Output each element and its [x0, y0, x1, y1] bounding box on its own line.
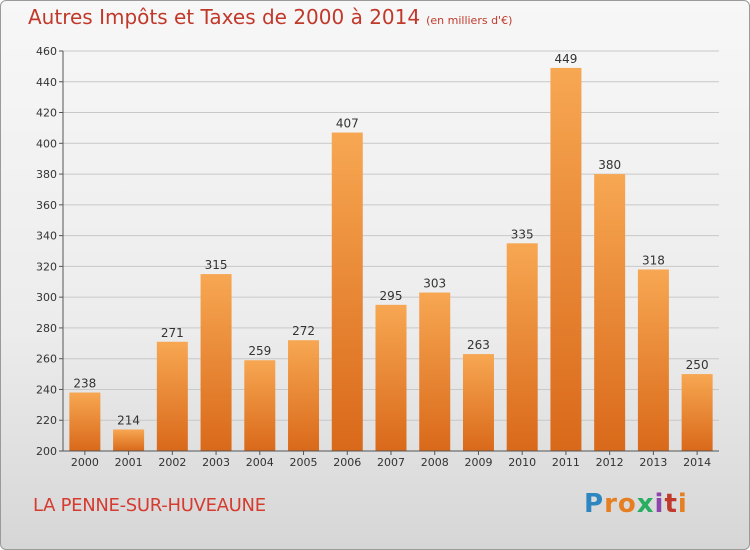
x-tick-label-2012: 2012 [596, 456, 624, 469]
bar-2006 [331, 132, 363, 452]
data-label-2008: 303 [423, 277, 446, 291]
x-tick-label-2010: 2010 [508, 456, 536, 469]
data-label-2012: 380 [598, 158, 621, 172]
logo-letter: x [636, 489, 655, 519]
data-label-2001: 214 [117, 413, 140, 427]
bar-2007 [375, 304, 407, 451]
data-label-2003: 315 [205, 258, 228, 272]
y-tick-label: 280 [36, 322, 57, 335]
y-tick-label: 360 [36, 199, 57, 212]
bar-2004 [244, 360, 276, 451]
y-tick-label: 340 [36, 230, 57, 243]
proxiti-logo: Proxiti [584, 489, 688, 519]
bar-2008 [419, 292, 451, 451]
data-label-2007: 295 [380, 289, 403, 303]
x-tick-label-2001: 2001 [115, 456, 143, 469]
logo-letter: i [677, 489, 688, 519]
bar-2012 [594, 174, 626, 452]
x-tick-label-2013: 2013 [639, 456, 667, 469]
commune-name: LA PENNE-SUR-HUVEAUNE [33, 495, 266, 516]
x-tick-label-2002: 2002 [158, 456, 186, 469]
data-label-2000: 238 [73, 377, 96, 391]
x-tick-label-2007: 2007 [377, 456, 405, 469]
chart-title-text: Autres Impôts et Taxes de 2000 à 2014 [28, 5, 421, 29]
bar-2014 [681, 374, 713, 451]
x-tick-label-2000: 2000 [71, 456, 99, 469]
x-axis: 2000 2001 2002 2003 2004 2005 2006 2007 2008 2009… [63, 450, 719, 469]
bars: 238 214 271 315 259 272 407 295 303 263 335 449 380 3… [69, 52, 713, 452]
y-tick-label: 240 [36, 383, 57, 396]
data-label-2011: 449 [554, 52, 577, 66]
data-label-2013: 318 [642, 253, 665, 267]
y-tick-label: 420 [36, 107, 57, 120]
x-tick-label-2005: 2005 [290, 456, 318, 469]
y-tick-label: 220 [36, 414, 57, 427]
y-tick-label: 200 [36, 445, 57, 458]
data-label-2009: 263 [467, 338, 490, 352]
logo-letter: P [584, 489, 605, 519]
x-tick-label-2011: 2011 [552, 456, 580, 469]
data-label-2006: 407 [336, 117, 359, 131]
logo-letter: i [654, 489, 665, 519]
x-tick-label-2008: 2008 [421, 456, 449, 469]
logo-letter: t [664, 489, 678, 519]
y-tick-label: 320 [36, 260, 57, 273]
data-label-2010: 335 [511, 227, 534, 241]
y-tick-label: 380 [36, 168, 57, 181]
y-tick-label: 400 [36, 137, 57, 150]
chart-title: Autres Impôts et Taxes de 2000 à 2014 (en… [28, 5, 512, 29]
x-tick-label-2006: 2006 [333, 456, 361, 469]
bar-2005 [288, 340, 320, 451]
bar-2011 [550, 67, 582, 451]
bar-2010 [506, 243, 538, 451]
bar-2000 [69, 392, 101, 451]
y-tick-label: 440 [36, 76, 57, 89]
y-tick-label: 460 [36, 45, 57, 58]
y-axis: 200 220 240 260 280 300 320 340 360 380 400 420 440 4… [36, 45, 64, 458]
data-label-2004: 259 [248, 344, 271, 358]
bar-2013 [637, 269, 669, 451]
logo-letter: o [617, 489, 637, 519]
x-tick-label-2014: 2014 [683, 456, 711, 469]
x-tick-label-2003: 2003 [202, 456, 230, 469]
bar-2003 [200, 274, 232, 451]
data-label-2014: 250 [686, 358, 709, 372]
data-label-2002: 271 [161, 326, 184, 340]
logo-letter: r [604, 489, 618, 519]
bar-2001 [113, 429, 145, 451]
x-tick-label-2004: 2004 [246, 456, 274, 469]
x-tick-label-2009: 2009 [464, 456, 492, 469]
chart-unit: (en milliers d'€) [426, 14, 513, 27]
bar-2009 [462, 354, 494, 451]
y-tick-label: 260 [36, 353, 57, 366]
bar-2002 [156, 341, 188, 451]
y-tick-label: 300 [36, 291, 57, 304]
data-label-2005: 272 [292, 324, 315, 338]
